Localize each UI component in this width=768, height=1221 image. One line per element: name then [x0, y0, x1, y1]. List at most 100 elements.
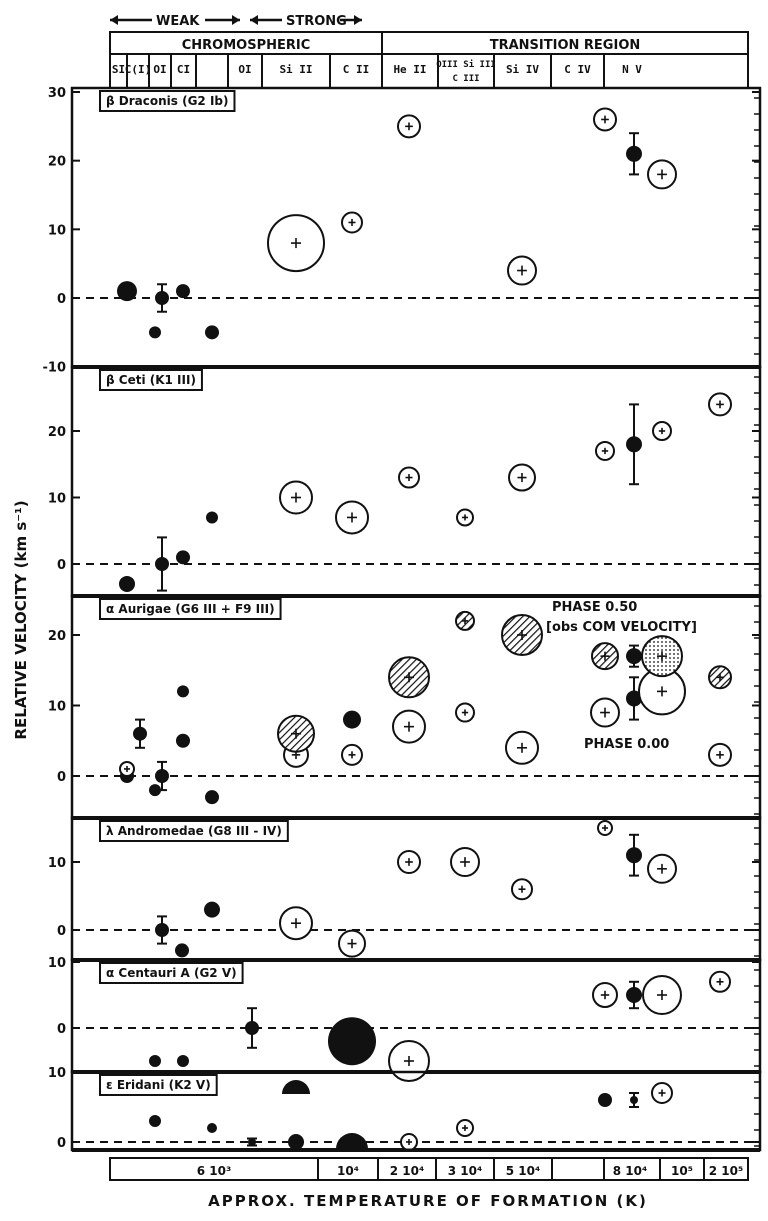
ion-label: He II — [393, 63, 426, 76]
panel-title: α Centauri A (G2 V) — [106, 966, 237, 980]
filled-marker — [119, 575, 135, 592]
ion-label: Si IV — [506, 63, 539, 76]
temperature-label: 2 10⁵ — [709, 1164, 743, 1178]
panel-title: β Draconis (G2 Ib) — [106, 94, 228, 108]
filled-marker — [626, 987, 642, 1003]
filled-marker — [155, 769, 169, 783]
y-tick-label: 0 — [57, 770, 66, 785]
half-filled-marker — [336, 1133, 368, 1149]
panel-title: λ Andromedae (G8 III - IV) — [106, 824, 282, 838]
temperature-label: 6 10³ — [197, 1164, 231, 1178]
data-point — [398, 466, 420, 489]
data-point — [508, 463, 536, 492]
panel: 10 0 α Centauri A (G2 V) — [48, 956, 762, 1094]
data-point — [597, 820, 613, 836]
ion-label: OIII Si III — [436, 59, 496, 70]
data-point — [175, 943, 189, 958]
data-point — [328, 1017, 376, 1066]
panel-title-box — [99, 962, 244, 984]
filled-marker — [206, 511, 218, 524]
filled-marker — [598, 1093, 612, 1107]
obs-com-label: [obs COM VELOCITY] — [546, 620, 697, 635]
panel-title-box — [99, 369, 203, 391]
filled-marker — [207, 1123, 217, 1133]
data-point — [119, 760, 135, 777]
phase-000-label: PHASE 0.00 — [584, 737, 669, 752]
half-filled-marker — [282, 1080, 310, 1094]
data-point — [708, 392, 732, 417]
filled-marker — [177, 685, 189, 698]
data-point — [338, 929, 366, 958]
filled-marker — [343, 710, 361, 729]
panel: 30 20 10 0 -10 β Draconis (G2 Ib) — [43, 86, 762, 376]
filled-marker — [149, 784, 161, 797]
y-tick-label: 10 — [48, 492, 66, 507]
ion-label: Si II — [279, 63, 312, 76]
y-tick-label: 30 — [48, 86, 66, 101]
temperature-label: 2 10⁴ — [390, 1164, 424, 1178]
data-point — [176, 284, 190, 299]
strength-header: WEAK STRONG — [110, 14, 362, 29]
filled-marker — [205, 790, 219, 805]
ion-label: C(I) — [125, 63, 152, 76]
y-tick-label: 0 — [57, 924, 66, 939]
panel-title-box — [99, 820, 289, 842]
phase-050-label: PHASE 0.50 — [552, 600, 637, 615]
ion-label: OI — [238, 63, 251, 76]
panel-title-box — [99, 90, 236, 112]
ion-label: C II — [343, 63, 370, 76]
data-point — [626, 132, 642, 176]
data-point — [598, 1093, 612, 1107]
data-point — [149, 1115, 161, 1127]
data-point — [388, 1040, 430, 1082]
data-point — [155, 283, 169, 313]
strong-label: STRONG — [286, 14, 347, 29]
filled-marker — [155, 557, 169, 571]
filled-marker — [155, 923, 169, 937]
ion-label: N V — [622, 63, 642, 76]
filled-marker — [626, 648, 642, 665]
filled-marker — [149, 1115, 161, 1127]
y-tick-label: 0 — [57, 1022, 66, 1037]
y-tick-label: 20 — [48, 629, 66, 644]
data-point — [176, 550, 190, 565]
y-axis-label: RELATIVE VELOCITY (km s⁻¹) — [12, 500, 30, 739]
data-point — [511, 878, 533, 901]
filled-marker — [117, 281, 137, 302]
panel-title: ε Eridani (K2 V) — [106, 1078, 211, 1092]
ion-label: CI — [177, 63, 190, 76]
data-point — [400, 1133, 418, 1151]
data-point — [117, 281, 137, 302]
weak-label: WEAK — [156, 14, 200, 29]
data-point — [397, 850, 421, 874]
data-point — [149, 1055, 161, 1067]
data-point — [267, 214, 325, 273]
data-point — [505, 730, 539, 765]
data-point — [591, 642, 619, 671]
data-point — [149, 784, 161, 797]
filled-marker — [176, 284, 190, 299]
data-point — [629, 1092, 639, 1108]
data-point — [501, 614, 543, 656]
temperature-label: 10⁵ — [671, 1164, 693, 1178]
filled-marker — [205, 325, 219, 340]
filled-marker — [288, 1134, 304, 1150]
y-tick-label: 10 — [48, 856, 66, 871]
data-point — [392, 709, 426, 744]
panels: 30 20 10 0 -10 β Draconis (G2 Ib) 20 10 0 β Ceti … — [43, 86, 762, 1152]
data-point — [155, 915, 169, 945]
data-point — [450, 847, 480, 877]
data-point — [397, 114, 421, 139]
data-point — [282, 1080, 310, 1094]
filled-marker — [155, 291, 169, 305]
data-point — [456, 1119, 474, 1137]
data-point — [336, 1133, 368, 1149]
data-point — [279, 480, 313, 515]
ion-label: C III — [452, 74, 479, 84]
filled-marker — [149, 1055, 161, 1067]
data-point — [176, 733, 190, 748]
temperature-label: 3 10⁴ — [448, 1164, 482, 1178]
data-point — [455, 610, 475, 631]
data-point — [341, 743, 363, 766]
data-point — [247, 1137, 257, 1147]
